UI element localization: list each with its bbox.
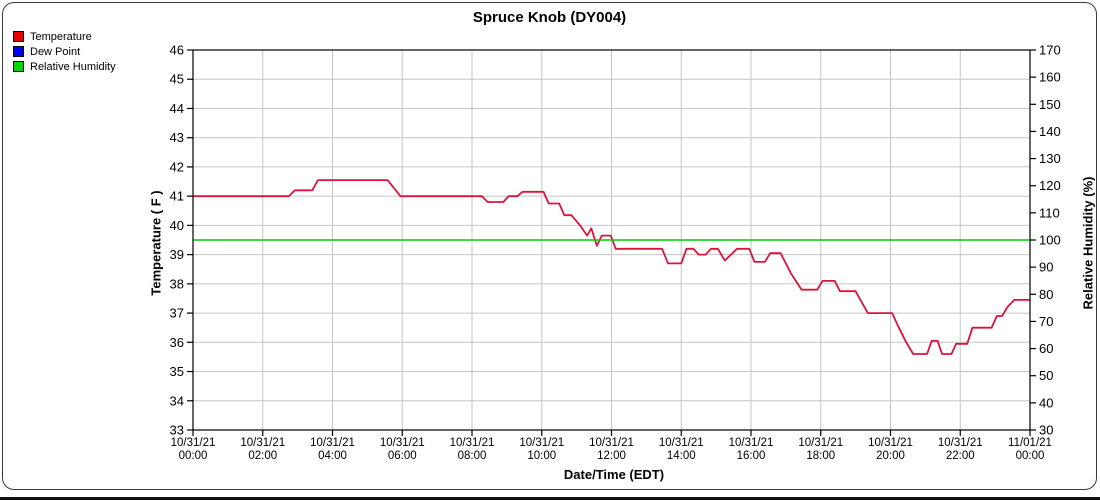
x-tick-date: 10/31/21 (380, 437, 425, 449)
x-tick-date: 10/31/21 (589, 437, 634, 449)
x-tick-time: 02:00 (248, 450, 277, 462)
x-axis-title: Date/Time (EDT) (563, 467, 665, 482)
y-right-tick-label: 160 (1039, 70, 1061, 85)
y-left-tick-label: 44 (170, 101, 184, 116)
y-right-tick-label: 120 (1039, 178, 1061, 193)
x-tick-date: 10/31/21 (310, 437, 355, 449)
x-tick-time: 08:00 (458, 450, 487, 462)
y-right-tick-label: 170 (1039, 43, 1061, 58)
y-left-tick-label: 35 (170, 364, 184, 379)
y-right-tick-label: 150 (1039, 97, 1061, 112)
y-right-tick-label: 70 (1039, 314, 1053, 329)
y-right-tick-label: 130 (1039, 151, 1061, 166)
x-tick-time: 18:00 (806, 450, 835, 462)
legend-item-temperature: Temperature (13, 29, 116, 44)
x-tick-time: 14:00 (667, 450, 696, 462)
x-tick-date: 11/01/21 (1008, 437, 1052, 449)
x-tick-date: 10/31/21 (868, 437, 913, 449)
y-left-tick-label: 39 (170, 247, 184, 262)
y-left-tick-label: 34 (170, 393, 184, 408)
y-right-tick-label: 40 (1039, 395, 1053, 410)
legend-item-dew-point: Dew Point (13, 44, 116, 59)
x-tick-time: 00:00 (1016, 450, 1045, 462)
legend: Temperature Dew Point Relative Humidity (13, 29, 116, 74)
y-right-tick-label: 110 (1039, 205, 1060, 220)
legend-label: Temperature (30, 30, 92, 43)
legend-item-relative-humidity: Relative Humidity (13, 59, 116, 74)
y-left-tick-label: 36 (170, 335, 184, 350)
x-tick-time: 20:00 (876, 450, 905, 462)
legend-label: Dew Point (30, 45, 81, 58)
chart-title: Spruce Knob (DY004) (472, 9, 627, 26)
bottom-edge-bar (0, 497, 1100, 500)
y-right-tick-label: 80 (1039, 287, 1053, 302)
x-tick-date: 10/31/21 (171, 437, 216, 449)
y-right-tick-label: 100 (1039, 233, 1061, 248)
y-left-tick-label: 43 (170, 130, 184, 145)
relative-humidity-swatch-icon (13, 61, 24, 72)
x-tick-date: 10/31/21 (450, 437, 495, 449)
y-right-tick-label: 50 (1039, 368, 1053, 383)
x-tick-time: 00:00 (179, 450, 208, 462)
x-tick-time: 22:00 (946, 450, 975, 462)
y-left-tick-label: 37 (170, 306, 184, 321)
chart-panel: Spruce Knob (DY004) Temperature Dew Poin… (2, 2, 1097, 490)
y-left-tick-label: 45 (170, 72, 184, 87)
y-left-tick-label: 33 (170, 423, 184, 438)
y-left-tick-label: 40 (170, 218, 184, 233)
dew-point-swatch-icon (13, 46, 24, 57)
y-right-tick-label: 90 (1039, 260, 1053, 275)
x-tick-date: 10/31/21 (519, 437, 564, 449)
y-right-tick-label: 30 (1039, 423, 1053, 438)
x-tick-date: 10/31/21 (240, 437, 285, 449)
x-tick-date: 10/31/21 (938, 437, 983, 449)
y-left-tick-label: 38 (170, 276, 184, 291)
y-right-tick-label: 60 (1039, 341, 1053, 356)
x-tick-date: 10/31/21 (729, 437, 774, 449)
y-left-tick-label: 42 (170, 159, 184, 174)
x-tick-date: 10/31/21 (659, 437, 704, 449)
legend-label: Relative Humidity (30, 60, 116, 73)
y-right-tick-label: 140 (1039, 124, 1061, 139)
x-tick-time: 12:00 (597, 450, 626, 462)
x-tick-time: 06:00 (388, 450, 417, 462)
x-tick-time: 10:00 (527, 450, 556, 462)
x-tick-time: 16:00 (737, 450, 766, 462)
y-left-tick-label: 46 (170, 43, 184, 58)
temperature-swatch-icon (13, 31, 24, 42)
x-tick-date: 10/31/21 (798, 437, 843, 449)
x-tick-time: 04:00 (318, 450, 347, 462)
series-line-temperature (193, 179, 1030, 355)
y-left-tick-label: 41 (170, 189, 184, 204)
